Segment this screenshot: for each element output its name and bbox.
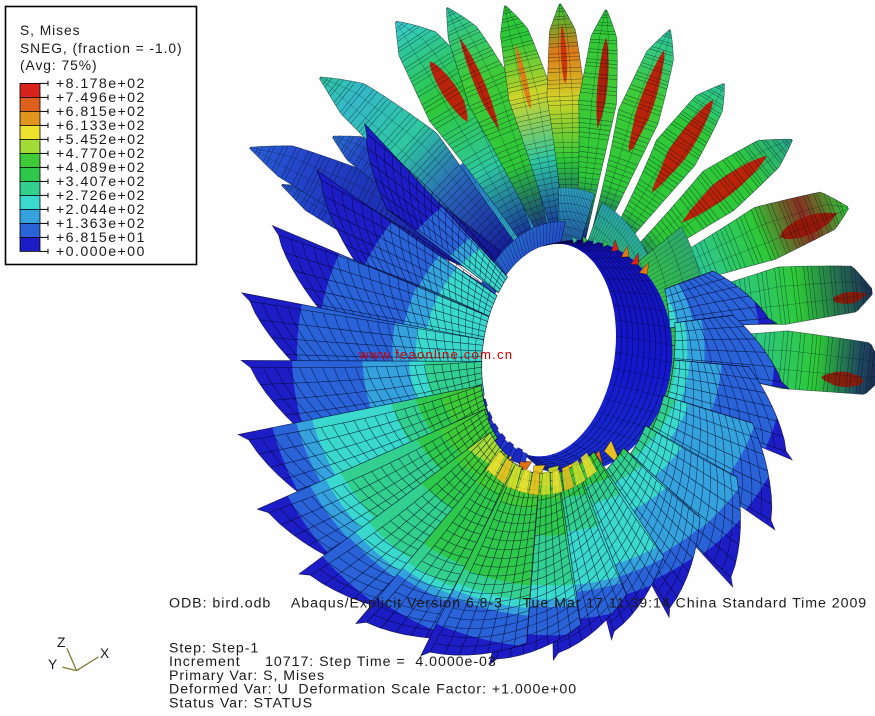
svg-text:Y: Y <box>48 657 58 672</box>
svg-text:S, Mises: S, Mises <box>20 23 81 38</box>
svg-text:+0.000e+00: +0.000e+00 <box>56 244 146 260</box>
svg-text:+1.363e+02: +1.363e+02 <box>56 216 146 232</box>
svg-text:+2.044e+02: +2.044e+02 <box>56 202 146 218</box>
svg-text:+8.178e+02: +8.178e+02 <box>56 76 146 92</box>
svg-text:www.feaonline.com.cn: www.feaonline.com.cn <box>358 347 513 362</box>
svg-text:+6.815e+02: +6.815e+02 <box>56 104 146 120</box>
svg-text:+3.407e+02: +3.407e+02 <box>56 174 146 190</box>
svg-text:X: X <box>100 646 110 661</box>
svg-text:Step: Step-1: Step: Step-1 <box>169 641 259 657</box>
svg-text:Increment 10717: Step Time: Increment 10717: Step Time = 4.0000e-03 <box>169 654 497 670</box>
svg-text:+5.452e+02: +5.452e+02 <box>56 132 146 148</box>
svg-text:+7.496e+02: +7.496e+02 <box>56 90 146 106</box>
svg-text:Z: Z <box>57 635 66 650</box>
svg-text:ODB: bird.odb Abaqus/Explic: ODB: bird.odb Abaqus/Explicit Version 6.… <box>169 595 867 611</box>
svg-text:(Avg: 75%): (Avg: 75%) <box>20 58 98 73</box>
svg-text:+2.726e+02: +2.726e+02 <box>56 188 146 204</box>
svg-text:SNEG, (fraction = -1.0): SNEG, (fraction = -1.0) <box>20 41 183 56</box>
svg-text:Primary Var: S, Mises: Primary Var: S, Mises <box>169 668 325 684</box>
svg-text:Deformed Var: U Deformation S: Deformed Var: U Deformation Scale Factor… <box>169 682 577 698</box>
svg-text:+4.770e+02: +4.770e+02 <box>56 146 146 162</box>
svg-text:+6.815e+01: +6.815e+01 <box>56 230 146 246</box>
svg-text:Status Var: STATUS: Status Var: STATUS <box>169 695 313 711</box>
svg-text:+4.089e+02: +4.089e+02 <box>56 160 146 176</box>
svg-text:+6.133e+02: +6.133e+02 <box>56 118 146 134</box>
